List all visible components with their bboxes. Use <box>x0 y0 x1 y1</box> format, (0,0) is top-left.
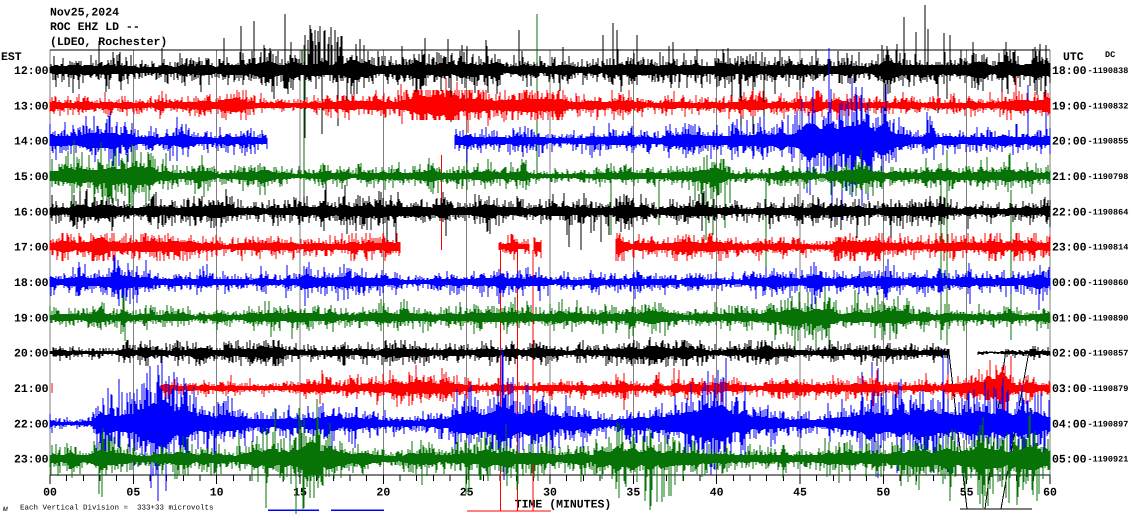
svg-text:45: 45 <box>793 487 807 500</box>
svg-text:16:00: 16:00 <box>14 206 49 219</box>
svg-text:30: 30 <box>543 487 557 500</box>
svg-text:20: 20 <box>376 487 390 500</box>
svg-text:20:00: 20:00 <box>1052 136 1087 149</box>
svg-text:(LDEO, Rochester): (LDEO, Rochester) <box>50 36 167 49</box>
svg-text:03:00: 03:00 <box>1052 383 1087 396</box>
svg-text:04:00: 04:00 <box>1052 418 1087 431</box>
svg-text:18:00: 18:00 <box>1052 65 1087 78</box>
svg-text:Each Vertical Division = 333+: Each Vertical Division = 333+33 microvol… <box>20 504 214 513</box>
svg-text:00: 00 <box>43 487 57 500</box>
svg-text:35: 35 <box>626 487 640 500</box>
svg-text:17:00: 17:00 <box>14 242 49 255</box>
svg-text:25: 25 <box>460 487 474 500</box>
svg-text:-1190921: -1190921 <box>1088 455 1129 465</box>
svg-text:DC: DC <box>1105 50 1115 60</box>
svg-text:55: 55 <box>960 487 974 500</box>
svg-text:01:00: 01:00 <box>1052 312 1087 325</box>
svg-text:ROC EHZ LD --: ROC EHZ LD -- <box>50 21 140 34</box>
svg-text:22:00: 22:00 <box>14 418 49 431</box>
svg-text:TIME (MINUTES): TIME (MINUTES) <box>515 499 612 512</box>
svg-text:05: 05 <box>126 487 140 500</box>
svg-text:-1190855: -1190855 <box>1088 137 1129 147</box>
svg-text:20:00: 20:00 <box>14 348 49 361</box>
svg-text:22:00: 22:00 <box>1052 206 1087 219</box>
svg-text:-1190857: -1190857 <box>1088 349 1129 359</box>
svg-text:23:00: 23:00 <box>14 454 49 467</box>
svg-text:-1190897: -1190897 <box>1088 419 1129 429</box>
svg-text:19:00: 19:00 <box>14 312 49 325</box>
svg-text:-1190890: -1190890 <box>1088 313 1129 323</box>
svg-text:50: 50 <box>876 487 890 500</box>
svg-text:-1190832: -1190832 <box>1088 101 1129 111</box>
svg-text:05:00: 05:00 <box>1052 454 1087 467</box>
svg-text:19:00: 19:00 <box>1052 100 1087 113</box>
svg-text:21:00: 21:00 <box>1052 171 1087 184</box>
svg-text:02:00: 02:00 <box>1052 348 1087 361</box>
svg-text:-1190860: -1190860 <box>1088 278 1129 288</box>
svg-text:-1190838: -1190838 <box>1088 66 1129 76</box>
svg-text:EST: EST <box>1 51 22 64</box>
svg-text:00:00: 00:00 <box>1052 277 1087 290</box>
svg-text:-1190798: -1190798 <box>1088 172 1129 182</box>
svg-text:60: 60 <box>1043 487 1057 500</box>
svg-text:15:00: 15:00 <box>14 171 49 184</box>
svg-text:12:00: 12:00 <box>14 65 49 78</box>
svg-text:UTC: UTC <box>1063 51 1084 64</box>
svg-text:-1190814: -1190814 <box>1088 243 1129 253</box>
svg-text:14:00: 14:00 <box>14 136 49 149</box>
svg-text:Nov25,2024: Nov25,2024 <box>50 7 119 20</box>
svg-text:м: м <box>2 505 8 514</box>
svg-text:21:00: 21:00 <box>14 383 49 396</box>
svg-text:13:00: 13:00 <box>14 100 49 113</box>
svg-text:15: 15 <box>293 487 307 500</box>
svg-text:-1190879: -1190879 <box>1088 384 1129 394</box>
svg-text:23:00: 23:00 <box>1052 242 1087 255</box>
svg-text:10: 10 <box>210 487 224 500</box>
svg-text:18:00: 18:00 <box>14 277 49 290</box>
svg-text:-1190864: -1190864 <box>1088 207 1129 217</box>
svg-text:40: 40 <box>710 487 724 500</box>
